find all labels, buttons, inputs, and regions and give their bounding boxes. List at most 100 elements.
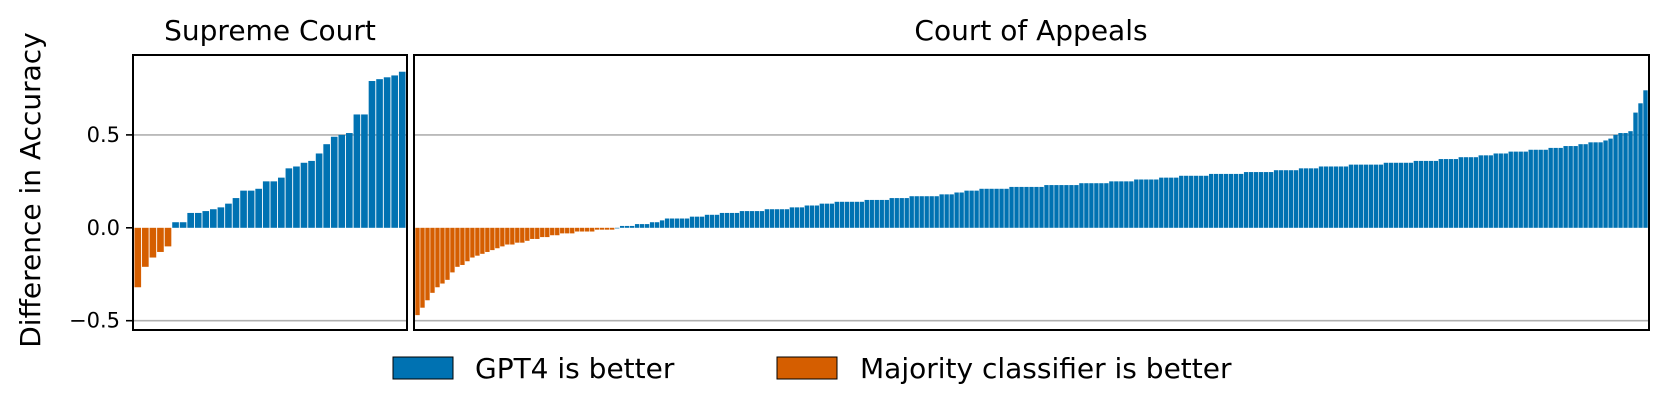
bar xyxy=(1563,146,1568,228)
bar xyxy=(293,166,300,228)
bar xyxy=(1383,162,1389,228)
bar xyxy=(1149,179,1154,228)
bar xyxy=(505,227,510,245)
bar xyxy=(368,81,376,228)
bar xyxy=(599,227,605,230)
bar xyxy=(338,134,346,228)
bar xyxy=(1493,153,1498,228)
bar xyxy=(1423,160,1429,228)
bar xyxy=(1528,149,1533,228)
bar xyxy=(1353,164,1359,228)
bar xyxy=(376,79,383,228)
bar xyxy=(255,188,262,228)
bar xyxy=(1408,162,1414,228)
bar xyxy=(1583,144,1588,228)
bar xyxy=(555,227,560,236)
y-tick-label: 0.0 xyxy=(87,216,120,240)
bar xyxy=(1268,172,1274,228)
bar xyxy=(869,199,874,228)
bar xyxy=(435,227,440,288)
bar xyxy=(634,224,640,228)
bar xyxy=(1368,164,1374,228)
bar xyxy=(1204,175,1209,228)
bar xyxy=(1009,186,1014,228)
bar xyxy=(1243,172,1249,228)
bar xyxy=(495,227,500,249)
bar xyxy=(1623,133,1628,228)
bar xyxy=(894,198,899,228)
bar xyxy=(859,201,864,228)
bar xyxy=(609,227,615,230)
bar xyxy=(1558,147,1563,228)
bar xyxy=(1338,166,1344,228)
bar xyxy=(398,71,406,228)
bar xyxy=(1164,177,1169,228)
bar xyxy=(510,227,515,245)
bar xyxy=(1089,183,1094,228)
bar xyxy=(699,216,705,228)
bar xyxy=(520,227,525,243)
bar xyxy=(420,227,425,308)
bar xyxy=(1104,183,1109,228)
bar xyxy=(570,227,575,234)
bar xyxy=(1553,147,1558,228)
bar xyxy=(210,209,217,228)
bar xyxy=(1049,185,1054,228)
bar xyxy=(1448,159,1454,228)
bar xyxy=(430,227,435,293)
bar xyxy=(585,227,590,232)
bar xyxy=(929,196,934,228)
bar xyxy=(724,212,730,228)
bar xyxy=(595,227,600,230)
bar xyxy=(1458,157,1463,228)
bar xyxy=(1119,181,1124,228)
bar xyxy=(974,190,979,228)
bar xyxy=(550,227,555,236)
bar xyxy=(1214,173,1219,228)
bar xyxy=(1363,164,1369,228)
bars-supreme-court xyxy=(134,71,406,288)
bar xyxy=(1428,160,1434,228)
bar xyxy=(919,196,924,228)
bar xyxy=(308,160,315,228)
bar xyxy=(719,212,725,228)
bar xyxy=(1318,166,1324,228)
bar xyxy=(1114,181,1119,228)
legend: GPT4 is better Majority classifier is be… xyxy=(392,352,1232,385)
bar xyxy=(485,227,490,252)
bar xyxy=(814,205,820,228)
bar xyxy=(1029,186,1034,228)
bar xyxy=(535,227,540,239)
bar xyxy=(1433,160,1439,228)
bar xyxy=(1179,175,1184,228)
bar xyxy=(809,205,815,228)
bar xyxy=(575,227,580,232)
bar xyxy=(959,192,964,228)
bar xyxy=(799,207,805,228)
bar xyxy=(1503,153,1508,228)
y-axis-ticks: 0.5 0.0 −0.5 xyxy=(69,123,133,333)
bar xyxy=(769,209,775,228)
bar xyxy=(1468,157,1473,228)
bar xyxy=(323,144,330,228)
bar xyxy=(450,227,455,273)
bar xyxy=(604,227,610,230)
bar xyxy=(1588,142,1593,228)
bar xyxy=(455,227,460,267)
bar xyxy=(1034,186,1039,228)
bar xyxy=(1393,162,1399,228)
bar xyxy=(278,177,285,228)
bar xyxy=(1618,133,1623,228)
bar xyxy=(964,190,969,228)
bar xyxy=(1463,157,1468,228)
bar xyxy=(984,188,989,228)
bar xyxy=(1258,172,1264,228)
bar xyxy=(1628,131,1633,228)
bar xyxy=(445,227,450,280)
legend-swatch-majority xyxy=(776,356,838,380)
bar xyxy=(1333,166,1339,228)
bar xyxy=(709,214,715,228)
bar xyxy=(1233,173,1239,228)
y-tick-label: 0.5 xyxy=(87,123,120,147)
